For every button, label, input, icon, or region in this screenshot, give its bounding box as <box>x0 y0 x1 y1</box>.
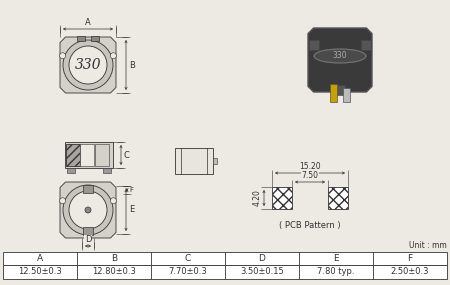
Circle shape <box>69 46 107 84</box>
Text: C: C <box>124 150 130 160</box>
Text: F: F <box>129 187 133 193</box>
Text: 7.50: 7.50 <box>302 171 319 180</box>
Bar <box>103 168 111 173</box>
Ellipse shape <box>314 49 366 63</box>
Circle shape <box>60 198 66 204</box>
Bar <box>328 187 348 209</box>
Bar <box>361 40 371 50</box>
Bar <box>77 36 85 41</box>
Bar <box>309 40 319 50</box>
Circle shape <box>69 191 107 229</box>
Circle shape <box>85 207 91 213</box>
Text: A: A <box>85 18 91 27</box>
Bar <box>95 144 109 166</box>
Circle shape <box>63 185 113 235</box>
Text: 330: 330 <box>333 50 347 60</box>
Text: B: B <box>129 60 135 70</box>
Bar <box>213 158 217 164</box>
Text: E: E <box>333 254 339 263</box>
Text: C: C <box>185 254 191 263</box>
Text: E: E <box>129 205 134 215</box>
Polygon shape <box>60 182 116 238</box>
Text: 7.80 typ.: 7.80 typ. <box>317 268 355 276</box>
Bar <box>65 142 113 168</box>
Bar <box>3 265 447 279</box>
Bar <box>272 187 292 209</box>
Text: 15.20: 15.20 <box>299 162 321 171</box>
Polygon shape <box>60 37 116 93</box>
Text: D: D <box>85 235 91 244</box>
Bar <box>91 36 99 41</box>
Bar <box>80 144 94 166</box>
Text: 4.20: 4.20 <box>253 190 262 206</box>
Text: 3.50±0.15: 3.50±0.15 <box>240 268 284 276</box>
Circle shape <box>110 198 117 204</box>
Text: D: D <box>259 254 266 263</box>
Text: A: A <box>37 254 43 263</box>
Text: 12.50±0.3: 12.50±0.3 <box>18 268 62 276</box>
Bar <box>83 227 93 235</box>
Bar <box>330 84 337 102</box>
Text: 7.70±0.3: 7.70±0.3 <box>169 268 207 276</box>
Bar <box>175 148 213 174</box>
Bar <box>67 168 75 173</box>
Bar <box>3 252 447 265</box>
Text: F: F <box>407 254 413 263</box>
Text: ( PCB Pattern ): ( PCB Pattern ) <box>279 221 341 230</box>
Text: B: B <box>111 254 117 263</box>
Bar <box>343 88 350 102</box>
Bar <box>66 144 80 166</box>
Polygon shape <box>308 28 372 92</box>
Bar <box>83 185 93 193</box>
Circle shape <box>60 53 66 59</box>
Circle shape <box>110 53 117 59</box>
Text: 2.50±0.3: 2.50±0.3 <box>391 268 429 276</box>
Text: 330: 330 <box>75 58 101 72</box>
Text: 12.80±0.3: 12.80±0.3 <box>92 268 136 276</box>
Circle shape <box>63 40 113 90</box>
Bar <box>335 85 345 95</box>
Text: Unit : mm: Unit : mm <box>409 241 447 250</box>
